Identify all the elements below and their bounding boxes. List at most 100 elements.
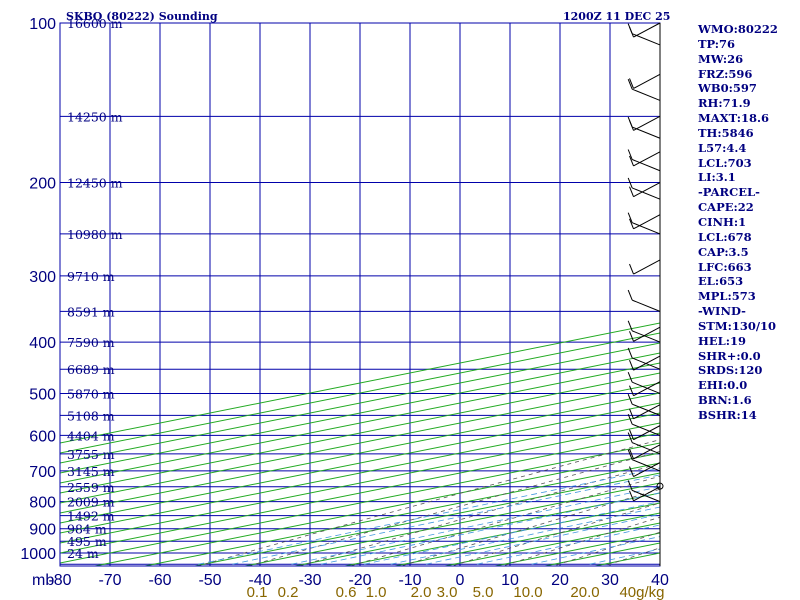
mixing-ratio-line [364,501,660,565]
wind-barb [627,116,661,139]
wind-barb-feather [629,429,634,440]
wind-barb-shaft [633,259,661,275]
temperature-tick-label: -30 [298,572,321,589]
wind-barb-feather [627,413,633,425]
stability-index-item: CAP:3.5 [698,244,749,259]
mixing-ratio-label: 10.0 [513,584,542,600]
wind-barb-feather [627,347,633,359]
wind-barb [627,320,661,343]
wind-barb-shaft [633,73,661,89]
temperature-tick-label: 10 [501,572,519,589]
wind-barb-feather [629,490,634,502]
wind-barb-shaft [631,187,661,200]
wind-barb [629,326,661,342]
isotherm-line [60,432,660,554]
wind-barb-feather [627,116,633,128]
stability-index-item: TP:76 [698,36,736,51]
stability-index-item: L57:4.4 [698,140,747,155]
pressure-tick-label: 500 [29,386,56,403]
wind-barb-feather [629,155,634,167]
isotherm-line [60,382,660,504]
isotherm-line [142,462,660,566]
wind-barb-shaft [633,214,661,230]
wind-barb-layer [627,22,664,566]
stability-index-item: EL:653 [698,274,744,289]
stability-index-item: FRZ:596 [698,66,753,81]
pressure-tick-label: 800 [29,495,56,512]
wind-barb-shaft [631,459,661,472]
wind-barb [627,449,661,472]
wind-barb-shaft [631,423,661,436]
wind-barb [627,432,661,455]
wind-barb-feather [629,218,634,229]
pressure-tick-label: 700 [29,464,56,481]
wind-barb-shaft [631,381,661,394]
wind-barb-feather [627,320,633,332]
wind-barb-shaft [633,151,661,167]
mixing-ratio-label: 0.6 [336,584,357,600]
wind-barb-feather [629,385,634,396]
isotherm-line [60,362,660,484]
stability-index-item: LCL:678 [698,229,752,244]
wind-barb [627,149,661,172]
temperature-tick-label: 0 [456,572,465,589]
wind-barb [629,381,661,397]
stability-index-item: SRDS:120 [698,363,763,378]
wind-barb [627,79,661,101]
height-label: 24 m [67,546,99,561]
wind-barb [629,425,661,441]
pressure-unit-label: mb [32,572,54,589]
stability-index-item: RH:71.9 [698,96,751,111]
wind-barb-shaft [633,486,661,502]
mixing-ratio-label: 40g/kg [619,584,664,600]
temperature-tick-label: 20 [551,572,569,589]
mixing-ratio-label: 0.1 [247,584,268,600]
pressure-tick-label: 600 [29,428,56,445]
wind-barb-shaft [633,115,661,131]
wind-barb-feather [627,480,633,491]
stability-index-item: LFC:663 [698,259,752,274]
height-label: 3145 m [67,464,115,479]
isotherm-line [192,472,660,566]
wind-barb [629,355,661,371]
wind-barb-shaft [633,425,661,441]
stability-index-item: MW:26 [698,51,744,66]
height-label: 2559 m [67,480,115,495]
stability-index-item: CINH:1 [698,214,747,229]
wind-barb-shaft [633,22,661,38]
mixing-ratio-line [232,474,660,565]
height-label: 3755 m [67,447,115,462]
calm-wind-circle [656,482,664,490]
wind-barb-feather [629,466,634,477]
wind-barb-shaft [631,222,661,235]
stability-index-item: LCL:703 [698,155,752,170]
mixing-ratio-line [390,506,660,565]
wind-barb-feather [627,432,633,443]
wind-barb-shaft [631,33,661,46]
stability-index-item: BRN:1.6 [698,393,752,408]
stability-index-item: HEL:19 [698,333,746,348]
wind-barb [629,214,661,230]
height-label: 9710 m [67,269,115,284]
isotherm-line [60,422,660,544]
wind-barb-shaft [631,330,661,343]
temperature-tick-label: 40 [651,572,669,589]
isotherm-line [92,452,660,566]
pressure-tick-label: 400 [29,335,56,352]
wind-barb-feather [627,289,633,301]
wind-barb [629,73,661,89]
wind-barb [629,151,661,167]
wind-barb [627,480,661,503]
wind-barb [629,444,661,460]
wind-barb-feather [627,449,633,460]
mixing-ratio-line [291,486,660,565]
station-title: SKBQ (80222) Sounding [66,10,218,23]
height-label: 8591 m [67,304,115,319]
wind-barb-shaft [633,355,661,371]
mixing-ratio-line [198,467,660,565]
height-label: 984 m [67,522,107,537]
wind-barb-feather [627,23,633,34]
mixing-ratio-label: 20.0 [570,584,599,600]
grid-layer [60,23,660,566]
